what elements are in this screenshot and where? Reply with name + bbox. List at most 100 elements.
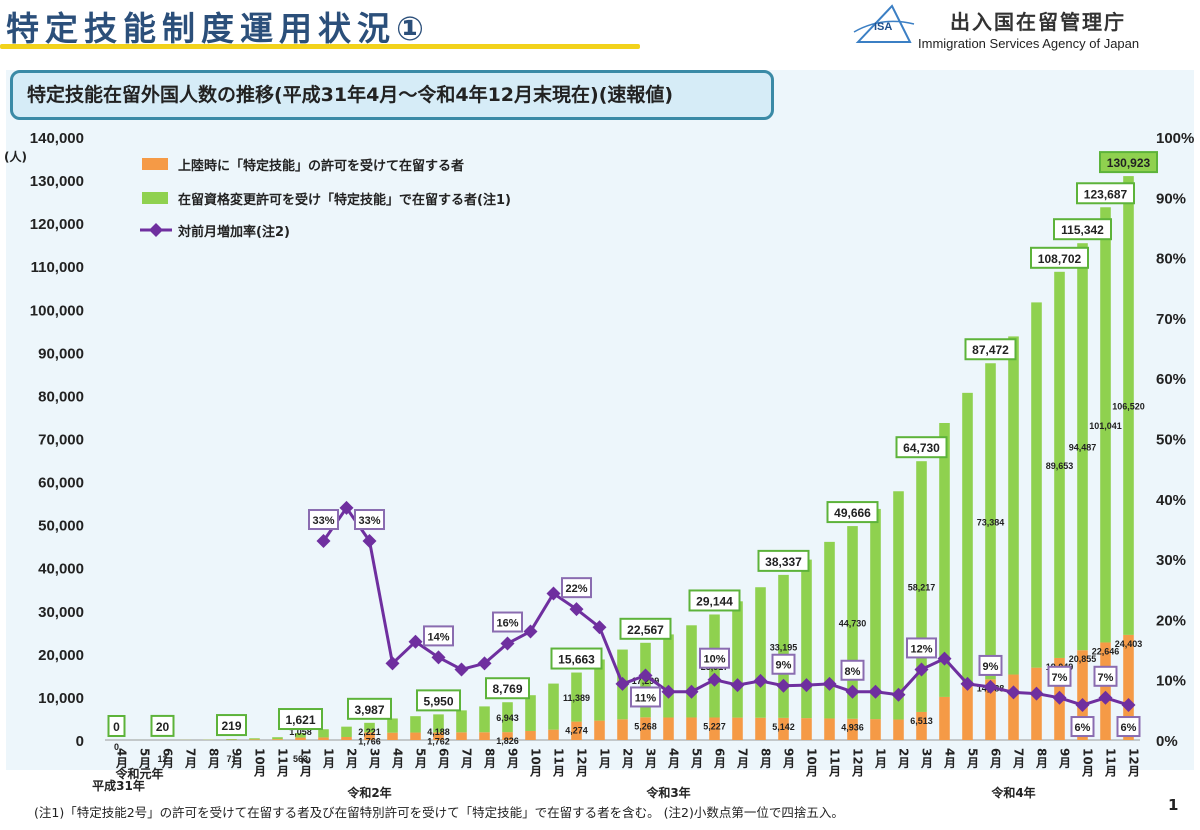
y2-tick-label: 50% xyxy=(1156,432,1186,449)
orange-value-label: 0 xyxy=(114,742,119,752)
x-tick-label: 9月 xyxy=(1058,748,1072,769)
rate-marker xyxy=(914,662,929,677)
y-tick-label: 50,000 xyxy=(38,518,84,535)
rate-marker xyxy=(891,687,906,702)
bar-status-change xyxy=(226,739,237,740)
bar-landing xyxy=(594,720,605,740)
x-tick-label: 3月 xyxy=(644,748,658,769)
green-value-label: 101,041 xyxy=(1089,421,1122,431)
total-label: 3,987 xyxy=(354,703,384,717)
y2-tick-label: 60% xyxy=(1156,371,1186,388)
rate-label: 6% xyxy=(1075,722,1091,734)
bar-landing xyxy=(548,729,559,740)
total-label: 0 xyxy=(113,720,120,734)
rate-marker xyxy=(684,684,699,699)
x-tick-label: 9月 xyxy=(782,748,796,769)
x-tick-label: 4月 xyxy=(391,748,405,769)
y2-tick-label: 0% xyxy=(1156,733,1178,750)
bar-landing xyxy=(571,721,582,740)
total-label-box xyxy=(107,715,126,737)
x-tick-label: 12月 xyxy=(851,748,865,777)
x-tick-label: 11月 xyxy=(1104,748,1118,777)
y-tick-label: 0 xyxy=(76,733,84,750)
orange-value-label: 5,227 xyxy=(703,721,726,731)
bar-landing xyxy=(364,732,375,740)
y2-tick-label: 20% xyxy=(1156,612,1186,629)
total-label-box xyxy=(485,677,530,700)
bar-landing xyxy=(985,679,996,740)
y-axis-unit: (人) xyxy=(4,149,27,164)
green-value-label: 106,520 xyxy=(1112,401,1145,411)
total-label: 115,342 xyxy=(1061,223,1104,237)
green-value-label: 89,653 xyxy=(1046,461,1074,471)
green-value-label: 1,058 xyxy=(289,727,312,737)
bar-status-change xyxy=(870,508,881,720)
bar-status-change xyxy=(663,634,674,718)
bar-status-change xyxy=(272,737,283,740)
x-tick-label: 12月 xyxy=(575,748,589,777)
x-tick-label: 3月 xyxy=(368,748,382,769)
total-label: 219 xyxy=(221,719,241,733)
x-tick-label: 7月 xyxy=(184,748,198,769)
bar-status-change xyxy=(341,726,352,737)
orange-value-label: 4,274 xyxy=(565,726,588,736)
footnote: (注1)「特定技能2号」の許可を受けて在留する者及び在留特別許可を受けて「特定技… xyxy=(34,805,844,820)
rate-label: 9% xyxy=(776,660,792,672)
x-tick-label: 2月 xyxy=(621,748,635,769)
green-value-label: 6,943 xyxy=(496,713,519,723)
x-tick-label: 10月 xyxy=(529,748,543,777)
isa-logo-icon: ISA xyxy=(853,4,915,43)
total-label-box xyxy=(1053,218,1112,241)
page-number: 1 xyxy=(1168,796,1179,814)
total-label-box xyxy=(826,501,879,524)
bar-landing xyxy=(939,696,950,740)
bar-landing xyxy=(778,717,789,740)
x-tick-label: 6月 xyxy=(713,748,727,769)
rate-marker xyxy=(845,684,860,699)
rate-marker xyxy=(477,656,492,671)
y-tick-label: 140,000 xyxy=(30,130,84,147)
bar-status-change xyxy=(732,601,743,718)
x-tick-label: 4月 xyxy=(943,748,957,769)
bar-status-change xyxy=(801,559,812,719)
bar-landing xyxy=(318,737,329,740)
bar-landing xyxy=(663,717,674,740)
bar-landing xyxy=(295,737,306,740)
x-tick-label: 6月 xyxy=(161,748,175,769)
bar-status-change xyxy=(1031,302,1042,668)
y-tick-label: 40,000 xyxy=(38,561,84,578)
rate-label: 16% xyxy=(496,618,518,630)
bar-landing xyxy=(755,717,766,740)
y-tick-label: 100,000 xyxy=(30,302,84,319)
total-label-box xyxy=(619,617,672,640)
y2-tick-label: 90% xyxy=(1156,190,1186,207)
orange-value-label: 24,403 xyxy=(1115,639,1143,649)
rate-marker xyxy=(799,678,814,693)
rate-marker xyxy=(707,672,722,687)
rate-marker xyxy=(592,620,607,635)
x-tick-label: 2月 xyxy=(897,748,911,769)
rate-marker xyxy=(431,650,446,665)
rate-label: 7% xyxy=(1098,672,1114,684)
bar-status-change xyxy=(755,587,766,718)
page-title: 特定技能制度運用状況① xyxy=(6,9,430,48)
bar-landing xyxy=(249,739,260,740)
orange-value-label: 1,762 xyxy=(427,736,450,746)
bar-landing xyxy=(502,732,513,740)
rate-label-box xyxy=(906,637,937,659)
orange-value-label: 5,142 xyxy=(772,722,795,732)
total-label: 108,702 xyxy=(1038,252,1082,266)
rate-label: 33% xyxy=(312,515,334,527)
rate-marker xyxy=(316,534,331,549)
rate-label-box xyxy=(1047,665,1072,687)
total-label: 8,769 xyxy=(492,682,522,696)
x-tick-label: 7月 xyxy=(1012,748,1026,769)
total-label-box xyxy=(278,708,323,731)
total-label-box xyxy=(550,647,603,670)
bar-status-change xyxy=(387,718,398,733)
year-label: 令和2年 xyxy=(346,785,391,800)
bar-landing xyxy=(640,717,651,740)
x-tick-label: 10月 xyxy=(253,748,267,777)
total-label: 29,144 xyxy=(696,594,733,608)
